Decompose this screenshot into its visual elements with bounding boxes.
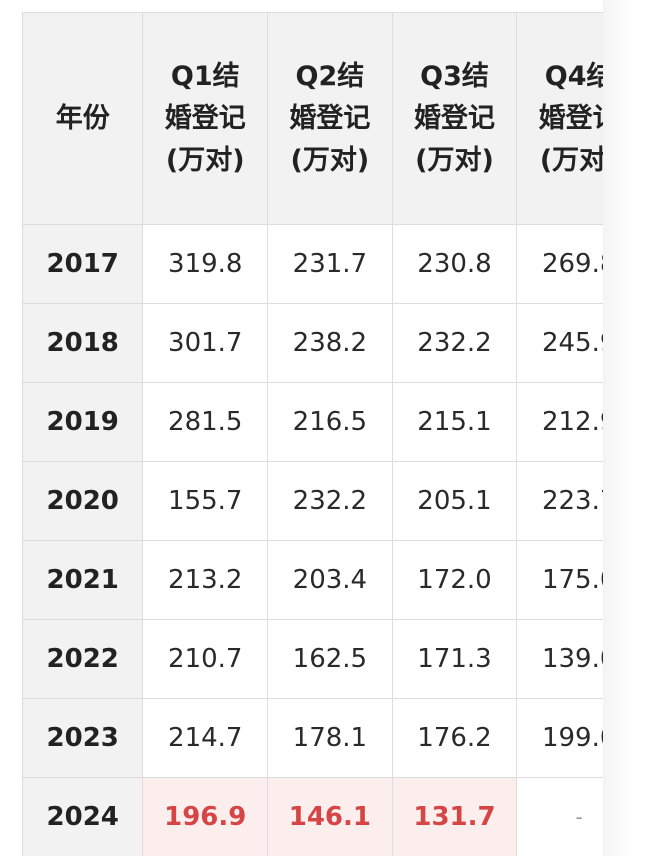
q3-cell: 215.1 xyxy=(391,382,518,462)
q3-cell: 230.8 xyxy=(391,224,518,304)
table-row-highlighted: 2024 196.9 146.1 131.7 - xyxy=(22,777,603,856)
year-cell: 2022 xyxy=(22,619,144,699)
header-q2: Q2结婚登记 (万对) xyxy=(267,12,393,225)
table-container: 年份 Q1结婚登记 (万对) Q2结婚登记 (万对) Q3结婚登记 (万对) Q… xyxy=(22,12,603,856)
q2-cell: 231.7 xyxy=(267,224,393,304)
q1-cell: 281.5 xyxy=(142,382,269,462)
table-row: 2021 213.2 203.4 172.0 175.0 xyxy=(22,540,603,620)
q2-cell: 203.4 xyxy=(267,540,393,620)
q4-cell: 175.0 xyxy=(516,540,603,620)
q1-cell: 214.7 xyxy=(142,698,269,778)
q2-cell: 216.5 xyxy=(267,382,393,462)
table-row: 2022 210.7 162.5 171.3 139.0 xyxy=(22,619,603,699)
year-cell: 2020 xyxy=(22,461,144,541)
q4-cell: 269.8 xyxy=(516,224,603,304)
q4-cell: 199.0 xyxy=(516,698,603,778)
year-cell: 2018 xyxy=(22,303,144,383)
table-row: 2023 214.7 178.1 176.2 199.0 xyxy=(22,698,603,778)
year-cell: 2023 xyxy=(22,698,144,778)
q4-cell: 223.7 xyxy=(516,461,603,541)
q1-cell: 319.8 xyxy=(142,224,269,304)
year-cell: 2019 xyxy=(22,382,144,462)
table-row: 2019 281.5 216.5 215.1 212.9 xyxy=(22,382,603,462)
q2-cell: 162.5 xyxy=(267,619,393,699)
q1-cell: 213.2 xyxy=(142,540,269,620)
q2-cell: 238.2 xyxy=(267,303,393,383)
q1-cell: 210.7 xyxy=(142,619,269,699)
q2-cell-highlighted: 146.1 xyxy=(267,777,393,856)
q4-cell-empty: - xyxy=(516,777,603,856)
q1-cell: 301.7 xyxy=(142,303,269,383)
q3-cell: 176.2 xyxy=(391,698,518,778)
marriage-registration-table: 年份 Q1结婚登记 (万对) Q2结婚登记 (万对) Q3结婚登记 (万对) Q… xyxy=(22,12,603,856)
q4-cell: 139.0 xyxy=(516,619,603,699)
scroll-overflow-edge xyxy=(603,0,655,856)
q3-cell: 205.1 xyxy=(391,461,518,541)
q1-cell: 155.7 xyxy=(142,461,269,541)
year-cell: 2024 xyxy=(22,777,144,856)
q3-cell: 171.3 xyxy=(391,619,518,699)
header-q3: Q3结婚登记 (万对) xyxy=(391,12,518,225)
header-year: 年份 xyxy=(22,12,144,225)
q1-cell-highlighted: 196.9 xyxy=(142,777,269,856)
year-cell: 2021 xyxy=(22,540,144,620)
q2-cell: 232.2 xyxy=(267,461,393,541)
table-header-row: 年份 Q1结婚登记 (万对) Q2结婚登记 (万对) Q3结婚登记 (万对) Q… xyxy=(22,12,603,225)
header-q1: Q1结婚登记 (万对) xyxy=(142,12,269,225)
year-cell: 2017 xyxy=(22,224,144,304)
q3-cell: 232.2 xyxy=(391,303,518,383)
table-row: 2018 301.7 238.2 232.2 245.9 xyxy=(22,303,603,383)
q4-cell: 245.9 xyxy=(516,303,603,383)
q3-cell: 172.0 xyxy=(391,540,518,620)
q3-cell-highlighted: 131.7 xyxy=(391,777,518,856)
q4-cell: 212.9 xyxy=(516,382,603,462)
table-row: 2020 155.7 232.2 205.1 223.7 xyxy=(22,461,603,541)
q2-cell: 178.1 xyxy=(267,698,393,778)
table-row: 2017 319.8 231.7 230.8 269.8 xyxy=(22,224,603,304)
header-q4: Q4结婚登记 (万对) xyxy=(516,12,603,225)
